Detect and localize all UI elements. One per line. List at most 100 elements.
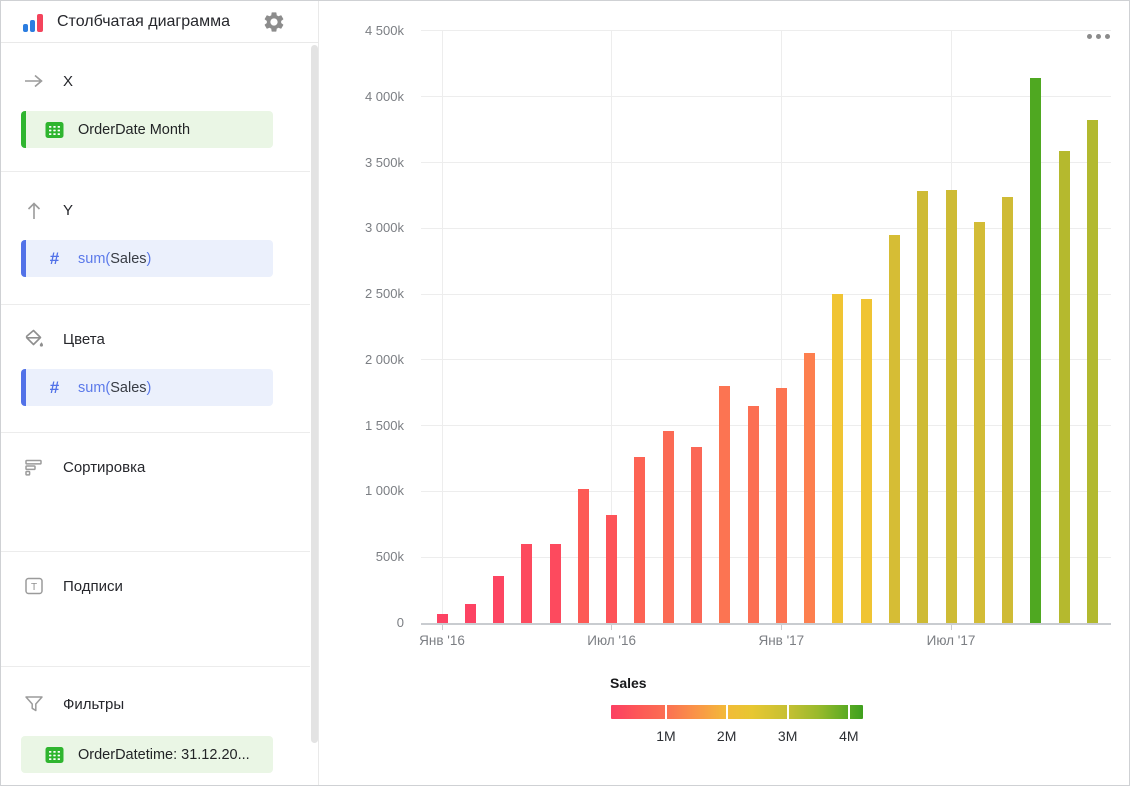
bar[interactable]: [521, 544, 533, 623]
chart-menu-button[interactable]: [1087, 34, 1110, 39]
text-label-icon: T: [23, 575, 45, 597]
field-sum-sales-y[interactable]: # sum(Sales): [21, 240, 273, 277]
field-label: OrderDate Month: [78, 121, 191, 138]
x-axis-tick-label: Июл '16: [587, 633, 637, 648]
divider: [1, 304, 310, 305]
bar[interactable]: [1002, 196, 1014, 623]
section-x: X: [23, 69, 73, 93]
section-filters: Фильтры: [23, 692, 124, 716]
bar[interactable]: [804, 353, 816, 623]
y-axis-tick-label: 4 000k: [364, 88, 404, 104]
divider: [1, 171, 310, 172]
field-accent: [21, 240, 26, 277]
section-colors-label: Цвета: [63, 330, 105, 348]
gridline-horizontal: [421, 227, 1111, 229]
section-labels-label: Подписи: [63, 577, 123, 595]
bar[interactable]: [719, 385, 731, 623]
bar[interactable]: [1086, 120, 1098, 623]
y-axis-tick-label: 2 500k: [364, 286, 404, 302]
gridline-horizontal: [421, 96, 1111, 98]
section-y: Y: [23, 198, 73, 222]
bar[interactable]: [662, 430, 674, 623]
bar-chart-type-icon: [23, 12, 45, 32]
gridline-horizontal: [421, 162, 1111, 164]
field-sum-sales-colors[interactable]: # sum(Sales): [21, 369, 273, 406]
gridline-horizontal: [421, 556, 1111, 558]
divider: [1, 551, 310, 552]
bar[interactable]: [549, 544, 561, 623]
bar[interactable]: [606, 515, 618, 623]
bar[interactable]: [945, 190, 957, 623]
section-colors: Цвета: [23, 327, 105, 351]
arrow-up-icon: [23, 199, 45, 221]
legend-tick-gap: [664, 705, 667, 719]
gridline-horizontal: [421, 293, 1111, 295]
bar[interactable]: [747, 405, 759, 623]
gridline-horizontal: [421, 359, 1111, 361]
calendar-icon: [45, 121, 64, 139]
bar[interactable]: [464, 603, 476, 623]
hash-icon: #: [49, 377, 60, 397]
bar[interactable]: [691, 447, 702, 623]
field-accent: [21, 111, 26, 148]
legend-tick-label: 1M: [656, 728, 676, 744]
legend-tick-label: 3M: [777, 728, 798, 744]
gridline-horizontal: [421, 30, 1111, 32]
divider: [1, 432, 310, 433]
y-axis-tick-label: 2 000k: [364, 351, 404, 367]
bar[interactable]: [577, 488, 589, 623]
gridline-horizontal: [421, 490, 1111, 492]
legend-tick-gap: [847, 705, 850, 719]
bar[interactable]: [888, 234, 900, 623]
legend-tick-gap: [786, 705, 789, 719]
gridline-vertical: [611, 31, 613, 623]
field-label: sum(Sales): [78, 250, 152, 267]
y-axis-tick-label: 500k: [375, 549, 404, 565]
bar[interactable]: [436, 614, 448, 623]
field-accent: [21, 369, 26, 406]
field-orderdatetime-filter[interactable]: OrderDatetime: 31.12.20...: [21, 736, 273, 773]
hash-icon: #: [49, 248, 60, 268]
sidebar-scrollbar[interactable]: [311, 45, 318, 743]
x-axis-tick: [611, 625, 613, 630]
bar[interactable]: [1058, 150, 1070, 623]
y-axis-tick-label: 1 500k: [364, 417, 404, 433]
sidebar: Столбчатая диаграмма X OrderDate Month: [1, 1, 319, 785]
bar[interactable]: [775, 387, 787, 623]
calendar-icon: [45, 746, 64, 764]
bar[interactable]: [493, 576, 505, 623]
gridline-horizontal: [421, 425, 1111, 427]
x-axis-line: [421, 623, 1111, 625]
y-axis-tick-label: 4 500k: [364, 22, 404, 38]
y-axis-tick-label: 3 500k: [364, 154, 404, 170]
gridline-vertical: [780, 31, 782, 623]
x-axis-tick-label: Янв '17: [758, 633, 805, 648]
bar[interactable]: [1030, 78, 1042, 623]
legend-tick-gap: [725, 705, 728, 719]
page-title: Столбчатая диаграмма: [57, 12, 230, 30]
bar[interactable]: [973, 221, 985, 623]
svg-text:T: T: [31, 582, 37, 593]
section-labels: T Подписи: [23, 574, 123, 598]
funnel-icon: [23, 693, 45, 715]
field-orderdate-month[interactable]: OrderDate Month: [21, 111, 273, 148]
bar[interactable]: [917, 191, 929, 623]
section-sort-label: Сортировка: [63, 458, 146, 476]
legend-title: Sales: [610, 675, 647, 691]
arrow-right-icon: [23, 70, 45, 92]
sidebar-header: Столбчатая диаграмма: [1, 1, 319, 43]
section-y-label: Y: [63, 201, 74, 219]
bar[interactable]: [634, 456, 646, 623]
bar[interactable]: [860, 298, 872, 623]
x-axis-tick: [780, 625, 782, 630]
field-label: sum(Sales): [78, 379, 152, 396]
bar[interactable]: [832, 294, 844, 623]
gear-icon[interactable]: [262, 10, 286, 34]
x-axis-tick-label: Янв '16: [419, 633, 465, 648]
legend-tick-label: 4M: [839, 728, 859, 744]
x-axis-tick: [441, 625, 443, 630]
field-label: OrderDatetime: 31.12.20...: [78, 746, 250, 763]
divider: [1, 666, 310, 667]
y-axis-tick-label: 0: [396, 615, 404, 630]
